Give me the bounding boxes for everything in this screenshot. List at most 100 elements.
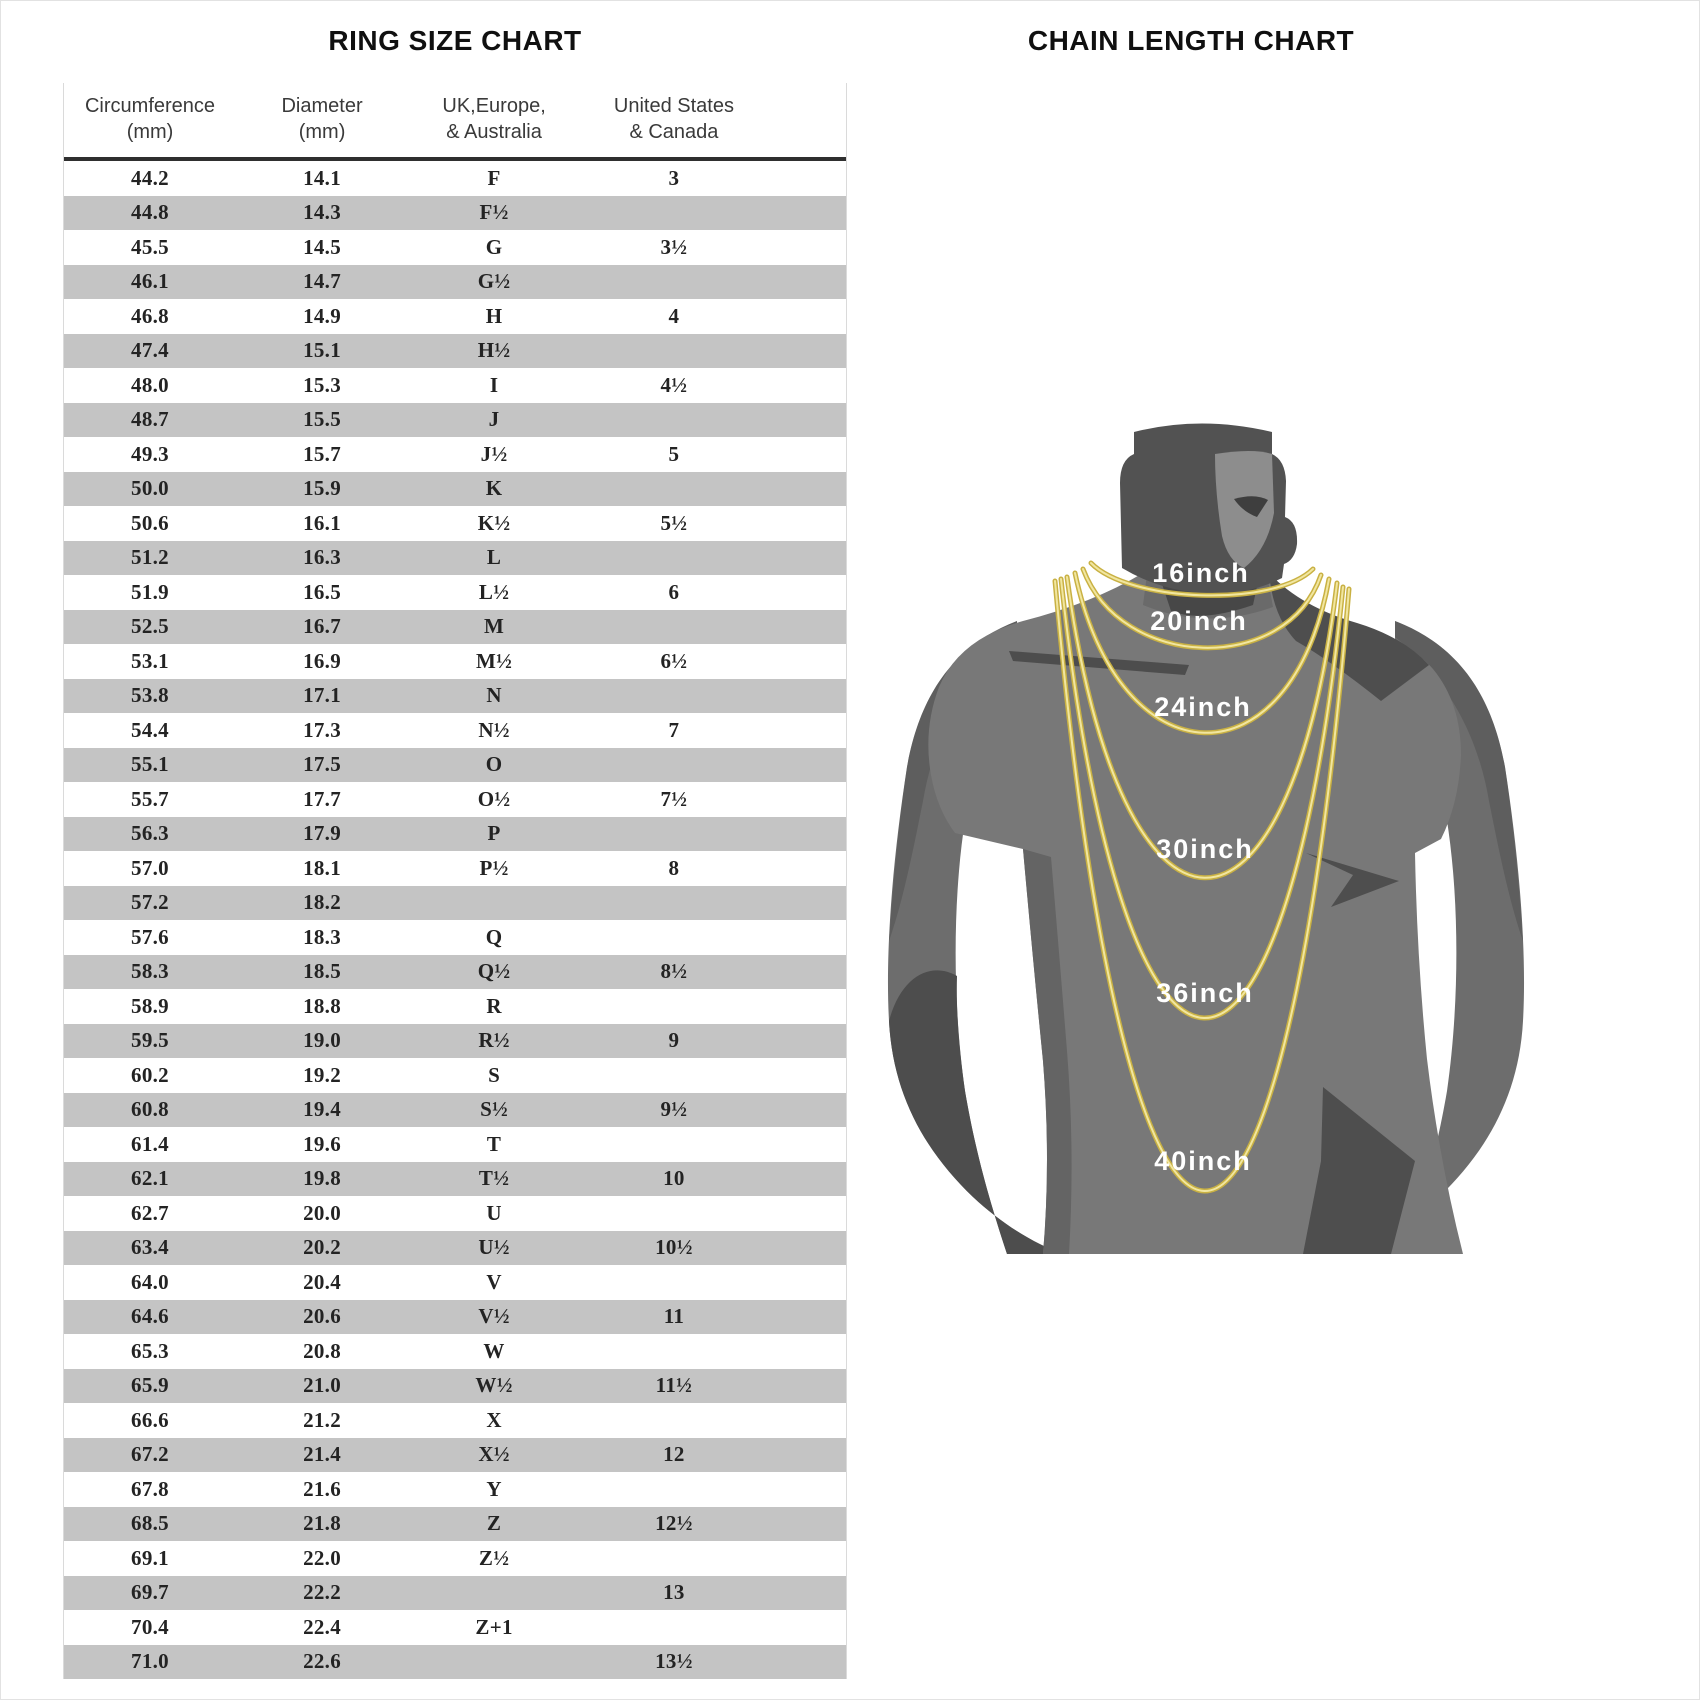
table-cell: Y [486,1476,502,1501]
table-cell: O½ [477,786,511,811]
table-cell: 67.8 [131,1476,169,1501]
table-cell: N [486,683,502,708]
table-cell: N½ [478,717,510,742]
table-row: 49.3 15.7 J½ 5 [64,437,846,472]
silhouette-chest-wedge-shadow [1306,853,1399,907]
table-row: 69.1 22.0 Z½ [64,1541,846,1576]
chain-36-inch-highlight [1060,578,1344,1019]
table-cell: 15.1 [303,338,342,363]
table-cell: 14.7 [303,269,342,294]
table-cell: 50.0 [131,476,169,501]
table-row: 68.5 21.8 Z 12½ [64,1506,846,1541]
table-cell: 51.9 [131,579,169,604]
table-cell: 20.6 [303,1304,342,1329]
table-cell: 20.4 [303,1269,342,1294]
table-cell: P½ [479,855,509,880]
chain-40-inch-highlight [1054,580,1350,1192]
table-row: 44.8 14.3 F½ [64,195,846,230]
table-row: 66.6 21.2 X [64,1403,846,1438]
table-cell: 21.0 [303,1373,342,1398]
ring-size-chart-title: RING SIZE CHART [328,25,582,56]
table-cell: 58.3 [131,959,169,984]
table-cell: 7 [668,717,680,742]
column-header-line: Circumference [84,95,216,117]
table-cell: 55.7 [131,786,169,811]
table-cell: 20.0 [303,1200,342,1225]
table-row: 44.2 14.1 F 3 [64,161,846,196]
chain-20-inch [1080,566,1324,651]
table-cell: K [485,476,503,501]
table-cell: 16.7 [303,614,342,639]
table-cell: 3½ [660,234,688,259]
table-cell: 22.4 [303,1614,342,1639]
table-row: 46.8 14.9 H 4 [64,299,846,334]
table-cell: 46.1 [131,269,169,294]
chain-label-40inch: 40inch [1154,1146,1252,1176]
table-cell: 16.9 [303,648,342,673]
table-cell: V [486,1269,502,1294]
table-cell: 58.9 [131,993,169,1018]
table-row: 55.7 17.7 O½ 7½ [64,782,846,817]
table-cell: 10 [663,1166,685,1191]
table-cell: R [486,993,502,1018]
table-cell: 60.8 [131,1097,169,1122]
table-cell: 62.1 [131,1166,169,1191]
table-row: 67.2 21.4 X½ 12 [64,1437,846,1472]
table-cell: 12 [663,1442,685,1467]
table-row: 65.3 20.8 W [64,1334,846,1369]
table-cell: 17.3 [303,717,342,742]
table-row: 60.8 19.4 S½ 9½ [64,1092,846,1127]
table-cell: Q½ [477,959,511,984]
column-header-line: (mm) [298,121,346,143]
table-row: 51.2 16.3 L [64,540,846,575]
silhouette-torso-left-shade [1023,849,1072,1254]
table-cell: 16.1 [303,510,342,535]
table-row: 47.4 15.1 H½ [64,333,846,368]
table-row: 50.6 16.1 K½ 5½ [64,506,846,541]
table-row: 57.6 18.3 Q [64,920,846,955]
table-cell: M½ [475,648,513,673]
table-cell: 18.1 [303,855,342,880]
table-cell: 5 [668,441,680,466]
table-cell: 9½ [660,1097,688,1122]
table-row: 50.0 15.9 K [64,471,846,506]
table-cell: 8½ [660,959,688,984]
table-cell: L½ [478,579,510,604]
table-cell: 13 [663,1580,685,1605]
chain-30-inch [1064,574,1340,881]
table-cell: 6½ [660,648,688,673]
table-cell: 9 [668,1028,680,1053]
table-cell: 56.3 [131,821,169,846]
table-cell: O [485,752,503,777]
table-cell: 3 [668,165,680,190]
table-cell: 12½ [655,1511,693,1536]
table-cell: T½ [478,1166,510,1191]
table-cell: U [486,1200,502,1225]
chain-label-20inch: 20inch [1150,606,1248,636]
table-cell: 6 [668,579,680,604]
table-cell: 64.6 [131,1304,169,1329]
header-rule [64,157,846,161]
chain-16-inch [1088,560,1316,598]
table-cell: 16.5 [303,579,342,604]
table-cell: 51.2 [131,545,169,570]
chain-label-30inch: 30inch [1156,834,1254,864]
table-cell: 65.9 [131,1373,169,1398]
table-row: 67.8 21.6 Y [64,1472,846,1507]
table-cell: T [486,1131,502,1156]
table-cell: G [485,234,503,259]
ring-size-chart-section: RING SIZE CHART Circumference (mm) Diamet… [63,21,847,1679]
column-header-line: & Australia [446,121,542,143]
table-row: 61.4 19.6 T [64,1127,846,1162]
table-cell: 44.2 [131,165,169,190]
table-cell: L [486,545,502,570]
ring-table-body: 44.2 14.1 F 3 44.8 14.3 F½ 45.5 14.5 G 3½ 46.1 14.7 G… [64,161,846,1679]
table-cell: 18.8 [303,993,342,1018]
table-cell: 21.4 [303,1442,342,1467]
table-cell: H½ [477,338,511,363]
table-cell: 62.7 [131,1200,169,1225]
table-cell: 70.4 [131,1614,169,1639]
table-cell: 69.7 [131,1580,169,1605]
table-cell: 11½ [655,1373,693,1398]
table-cell: 17.5 [303,752,342,777]
